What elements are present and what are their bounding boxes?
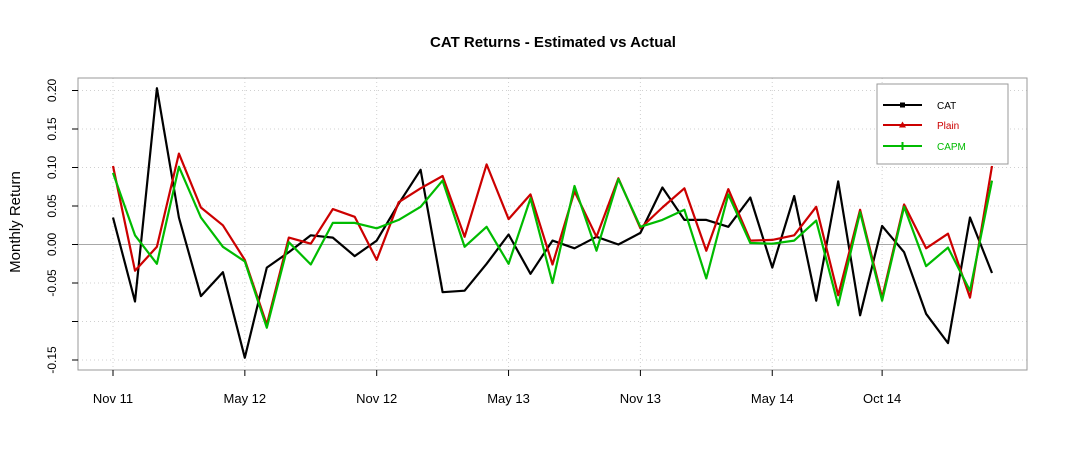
x-tick-label: May 12 [224,391,267,406]
y-tick-label: 0.20 [45,78,59,102]
legend-label-cat: CAT [937,101,956,112]
series-line-cat [111,87,994,359]
plot-box [77,77,1028,371]
series-line-capm [111,165,994,329]
y-tick-label: 0.00 [45,232,59,256]
legend-marker-cat [900,102,905,108]
x-tick-label: May 13 [487,391,530,406]
y-tick-label: 0.15 [45,117,59,141]
y-tick-label: 0.10 [45,155,59,179]
legend-label-plain: Plain [937,121,959,132]
x-tick-label: Nov 11 [93,391,133,406]
y-tick-label: -0.05 [45,269,59,297]
axes-layer: Nov 11 May 12 Nov 12 May 13 Nov 13 May 14 Oct … [45,78,901,406]
y-tick-label: 0.05 [45,194,59,218]
series-layer [111,87,994,359]
y-axis-label: Monthly Return [7,171,24,273]
x-tick-label: Oct 14 [863,391,901,406]
x-tick-label: Nov 13 [620,391,661,406]
y-tick-label: -0.15 [45,346,59,374]
legend-marker-plain [899,121,906,128]
legend: CAT Plain CAPM [876,83,1009,165]
x-tick-label: Nov 12 [356,391,397,406]
chart-title: CAT Returns - Estimated vs Actual [430,34,676,51]
legend-label-capm: CAPM [937,142,966,153]
x-tick-label: May 14 [751,391,794,406]
